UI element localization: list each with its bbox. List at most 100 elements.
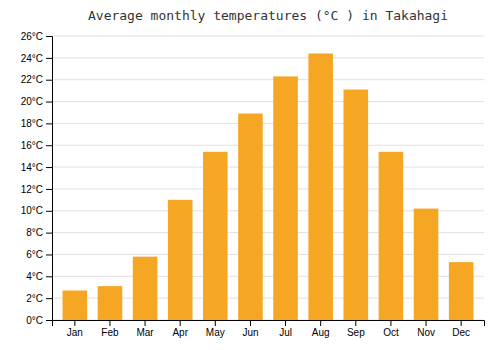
tick-mark: [320, 320, 321, 326]
grid-line: [52, 123, 484, 124]
tick-mark: [46, 320, 52, 321]
tick-label: Oct: [383, 327, 399, 338]
tick-mark: [46, 145, 52, 146]
tick-mark: [46, 189, 52, 190]
tick-label: 0°C: [26, 315, 43, 326]
tick-label: 18°C: [21, 118, 43, 129]
tick-mark: [109, 320, 110, 326]
tick-label: Feb: [101, 327, 119, 338]
tick-label: Nov: [417, 327, 435, 338]
x-tick: Oct: [383, 320, 399, 338]
tick-mark: [46, 80, 52, 81]
chart: Average monthly temperatures (°C ) in Ta…: [0, 0, 500, 350]
grid-line: [52, 167, 484, 168]
x-tick: Feb: [101, 320, 119, 338]
grid-line: [52, 36, 484, 37]
bar: [238, 114, 263, 320]
tick-label: 16°C: [21, 140, 43, 151]
bar: [133, 257, 158, 320]
x-tick: Apr: [172, 320, 188, 338]
tick-label: 12°C: [21, 184, 43, 195]
y-axis: 0°C 2°C 4°C 6°C 8°C 10°C 12°C 14°C 16°C 18°C 20°C 2…: [21, 31, 53, 326]
tick-mark: [46, 276, 52, 277]
bar: [449, 262, 474, 320]
y-tick: 6°C: [26, 249, 52, 260]
axis-line: [53, 321, 485, 327]
bar: [168, 200, 193, 320]
tick-label: 14°C: [21, 162, 43, 173]
y-tick: 4°C: [26, 271, 52, 282]
y-tick: 20°C: [21, 96, 52, 107]
y-tick: 8°C: [26, 227, 52, 238]
x-tick: Sep: [347, 320, 365, 338]
tick-mark: [46, 298, 52, 299]
tick-label: 4°C: [26, 271, 43, 282]
bar: [63, 291, 88, 320]
bar: [308, 53, 333, 320]
tick-mark: [390, 320, 391, 326]
y-tick: 14°C: [21, 162, 52, 173]
grid-line: [52, 101, 484, 102]
bar: [273, 76, 298, 320]
grid-line: [52, 79, 484, 80]
y-tick: 26°C: [21, 31, 52, 42]
bar: [379, 152, 404, 320]
plot-area: [63, 53, 474, 320]
x-tick: Jul: [279, 320, 292, 338]
y-tick: 22°C: [21, 74, 52, 85]
tick-label: 20°C: [21, 96, 43, 107]
tick-label: 10°C: [21, 205, 43, 216]
tick-mark: [46, 254, 52, 255]
tick-mark: [250, 320, 251, 326]
tick-label: 22°C: [21, 74, 43, 85]
tick-mark: [46, 102, 52, 103]
tick-mark: [355, 320, 356, 326]
tick-label: 6°C: [26, 249, 43, 260]
tick-mark: [46, 58, 52, 59]
tick-label: Sep: [347, 327, 365, 338]
tick-label: 26°C: [21, 31, 43, 42]
tick-label: 2°C: [26, 293, 43, 304]
tick-label: 24°C: [21, 53, 43, 64]
y-tick: 18°C: [21, 118, 52, 129]
tick-label: Dec: [452, 327, 470, 338]
y-tick: 12°C: [21, 184, 52, 195]
bar: [203, 152, 228, 320]
tick-label: May: [206, 327, 225, 338]
tick-label: Mar: [136, 327, 154, 338]
tick-label: Jan: [67, 327, 83, 338]
axis-line: [46, 37, 53, 321]
x-tick: Mar: [136, 320, 154, 338]
x-tick: Nov: [417, 320, 435, 338]
grid-line: [52, 188, 484, 189]
tick-mark: [180, 320, 181, 326]
x-tick: Jun: [242, 320, 258, 338]
bar: [344, 90, 369, 320]
x-tick: Jan: [67, 320, 83, 338]
tick-label: Aug: [312, 327, 330, 338]
tick-mark: [145, 320, 146, 326]
x-tick: Aug: [312, 320, 330, 338]
y-tick: 2°C: [26, 293, 52, 304]
grid: [52, 36, 484, 320]
x-tick: May: [206, 320, 225, 338]
y-tick: 24°C: [21, 53, 52, 64]
x-axis: Jan Feb Mar Apr May Jun Jul Aug Sep Oct Nov Dec: [53, 320, 485, 338]
tick-mark: [426, 320, 427, 326]
grid-line: [52, 145, 484, 146]
tick-mark: [46, 36, 52, 37]
tick-label: Jul: [279, 327, 292, 338]
bar: [98, 286, 123, 320]
tick-mark: [46, 123, 52, 124]
tick-mark: [46, 233, 52, 234]
tick-label: Jun: [242, 327, 258, 338]
tick-mark: [46, 211, 52, 212]
tick-mark: [461, 320, 462, 326]
grid-line: [52, 57, 484, 58]
bar: [414, 209, 439, 320]
y-tick: 16°C: [21, 140, 52, 151]
y-tick: 0°C: [26, 315, 52, 326]
tick-label: Apr: [172, 327, 188, 338]
tick-mark: [215, 320, 216, 326]
y-tick: 10°C: [21, 205, 52, 216]
